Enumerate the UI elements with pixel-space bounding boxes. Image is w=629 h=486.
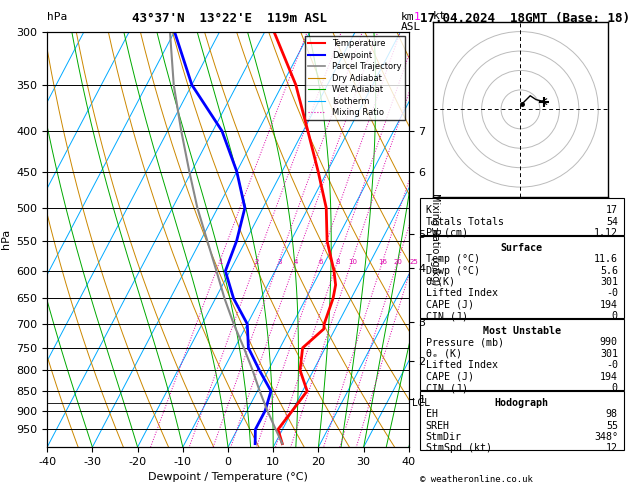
Text: 17.04.2024  18GMT (Base: 18): 17.04.2024 18GMT (Base: 18) xyxy=(420,12,629,25)
Bar xyxy=(420,198,624,235)
Text: StmSpd (kt): StmSpd (kt) xyxy=(426,444,492,453)
Text: ASL: ASL xyxy=(401,22,421,32)
Text: 5.6: 5.6 xyxy=(600,265,618,276)
Bar xyxy=(420,236,624,318)
Text: kt: kt xyxy=(433,11,447,21)
Text: EH: EH xyxy=(426,409,438,419)
Text: Surface: Surface xyxy=(501,243,543,253)
Text: 301: 301 xyxy=(600,349,618,359)
Text: 54: 54 xyxy=(606,217,618,226)
Text: CAPE (J): CAPE (J) xyxy=(426,300,474,310)
Bar xyxy=(420,319,624,390)
Text: 0: 0 xyxy=(612,311,618,321)
Text: θₑ (K): θₑ (K) xyxy=(426,349,462,359)
Text: 0: 0 xyxy=(612,383,618,393)
Text: 301: 301 xyxy=(600,277,618,287)
Text: km: km xyxy=(401,12,414,22)
Text: Lifted Index: Lifted Index xyxy=(426,288,498,298)
Text: 1: 1 xyxy=(414,12,421,22)
Text: -0: -0 xyxy=(606,360,618,370)
Text: CIN (J): CIN (J) xyxy=(426,311,468,321)
Text: 98: 98 xyxy=(606,409,618,419)
Text: Most Unstable: Most Unstable xyxy=(482,326,561,336)
Text: Dewp (°C): Dewp (°C) xyxy=(426,265,480,276)
Text: K: K xyxy=(426,205,431,215)
Text: 12: 12 xyxy=(606,444,618,453)
Text: Totals Totals: Totals Totals xyxy=(426,217,504,226)
Text: 6: 6 xyxy=(318,259,323,265)
Text: Temp (°C): Temp (°C) xyxy=(426,254,480,264)
Text: 43°37'N  13°22'E  119m ASL: 43°37'N 13°22'E 119m ASL xyxy=(132,12,327,25)
Text: Pressure (mb): Pressure (mb) xyxy=(426,337,504,347)
Text: 10: 10 xyxy=(348,259,357,265)
Text: 3: 3 xyxy=(277,259,282,265)
Text: hPa: hPa xyxy=(47,12,67,22)
Text: 20: 20 xyxy=(394,259,403,265)
Y-axis label: hPa: hPa xyxy=(1,229,11,249)
Text: 17: 17 xyxy=(606,205,618,215)
X-axis label: Dewpoint / Temperature (°C): Dewpoint / Temperature (°C) xyxy=(148,472,308,483)
Text: 990: 990 xyxy=(600,337,618,347)
Text: PW (cm): PW (cm) xyxy=(426,228,468,238)
Text: 1.12: 1.12 xyxy=(594,228,618,238)
Text: 16: 16 xyxy=(379,259,387,265)
Bar xyxy=(420,391,624,451)
Text: StmDir: StmDir xyxy=(426,432,462,442)
Text: 25: 25 xyxy=(409,259,418,265)
Text: 348°: 348° xyxy=(594,432,618,442)
Legend: Temperature, Dewpoint, Parcel Trajectory, Dry Adiabat, Wet Adiabat, Isotherm, Mi: Temperature, Dewpoint, Parcel Trajectory… xyxy=(305,36,404,121)
Text: Hodograph: Hodograph xyxy=(495,398,548,408)
Text: 11.6: 11.6 xyxy=(594,254,618,264)
Text: 4: 4 xyxy=(294,259,298,265)
Y-axis label: Mixing Ratio (g/kg): Mixing Ratio (g/kg) xyxy=(430,193,440,285)
Text: 1: 1 xyxy=(218,259,223,265)
Text: 55: 55 xyxy=(606,421,618,431)
Text: -0: -0 xyxy=(606,288,618,298)
Text: 194: 194 xyxy=(600,372,618,382)
Text: CIN (J): CIN (J) xyxy=(426,383,468,393)
Text: Lifted Index: Lifted Index xyxy=(426,360,498,370)
Text: CAPE (J): CAPE (J) xyxy=(426,372,474,382)
Text: 194: 194 xyxy=(600,300,618,310)
Text: θₑ(K): θₑ(K) xyxy=(426,277,455,287)
Text: 8: 8 xyxy=(336,259,340,265)
Text: LCL: LCL xyxy=(413,398,430,408)
Text: SREH: SREH xyxy=(426,421,450,431)
Text: 2: 2 xyxy=(255,259,259,265)
Text: © weatheronline.co.uk: © weatheronline.co.uk xyxy=(420,474,532,484)
